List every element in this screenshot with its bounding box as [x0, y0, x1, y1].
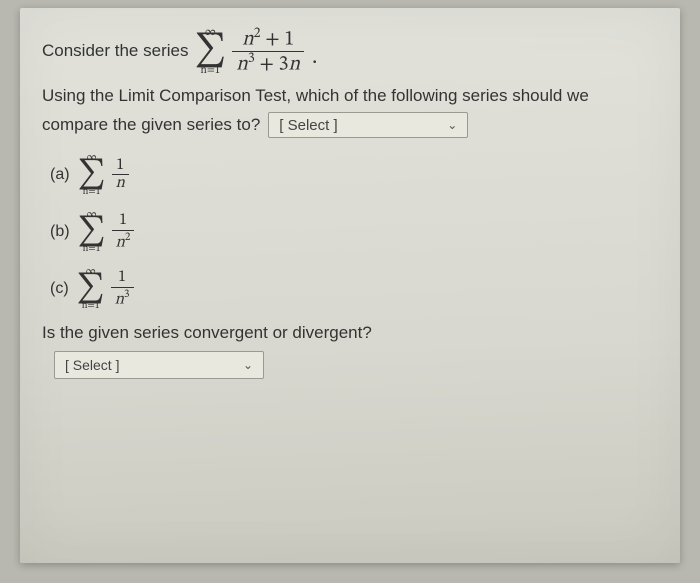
option-b-lower: n=1 [83, 244, 101, 254]
option-c-num: 1 [114, 269, 130, 287]
option-a-num: 1 [112, 157, 128, 175]
period: . [312, 44, 317, 76]
option-c-sigma: ∞ ∑ n=1 [77, 266, 105, 311]
intro-text: Consider the series [42, 41, 188, 61]
option-c: (c) ∞ ∑ n=1 1 n3 [50, 266, 658, 311]
question-line-2-text: compare the given series to? [42, 115, 260, 135]
select2-wrap: [ Select ] ⌄ [46, 351, 658, 379]
options-list: (a) ∞ ∑ n=1 1 n (b) ∞ ∑ n=1 1 n2 [50, 152, 658, 311]
option-b-frac: 1 n2 [112, 212, 135, 252]
convergence-select[interactable]: [ Select ] ⌄ [54, 351, 264, 379]
option-b: (b) ∞ ∑ n=1 1 n2 [50, 209, 658, 254]
sigma-symbol: ∑ [194, 38, 226, 65]
option-c-label: (c) [50, 280, 69, 298]
sigma-symbol-b: ∑ [78, 220, 106, 244]
chevron-down-icon: ⌄ [447, 118, 457, 132]
main-numerator: n2 + 1 [238, 27, 298, 51]
sigma-symbol-c: ∑ [77, 277, 105, 301]
sigma-symbol-a: ∑ [78, 163, 106, 187]
comparison-select[interactable]: [ Select ] ⌄ [268, 112, 468, 138]
chevron-down-icon-2: ⌄ [243, 358, 253, 372]
option-a: (a) ∞ ∑ n=1 1 n [50, 152, 658, 197]
convergence-question: Is the given series convergent or diverg… [42, 323, 658, 343]
select2-text: [ Select ] [65, 357, 119, 373]
option-b-den: n2 [112, 231, 135, 252]
main-denominator: n3 + 3n [232, 52, 304, 76]
intro-line: Consider the series ∞ ∑ n=1 n2 + 1 n3 + … [42, 26, 658, 76]
option-b-label: (b) [50, 223, 70, 241]
select1-text: [ Select ] [279, 117, 337, 134]
main-fraction: n2 + 1 n3 + 3n [232, 27, 304, 75]
option-a-sigma: ∞ ∑ n=1 [78, 152, 106, 197]
option-a-lower: n=1 [83, 187, 101, 197]
option-a-den: n [112, 175, 129, 193]
option-c-frac: 1 n3 [111, 269, 134, 309]
question-line-2: compare the given series to? [ Select ] … [42, 112, 658, 138]
question-line-1: Using the Limit Comparison Test, which o… [42, 86, 658, 106]
sigma-main: ∞ ∑ n=1 [194, 26, 226, 76]
option-c-den: n3 [111, 288, 134, 309]
option-a-label: (a) [50, 166, 70, 184]
option-c-lower: n=1 [82, 301, 100, 311]
option-a-frac: 1 n [112, 157, 129, 193]
option-b-num: 1 [115, 212, 131, 230]
option-b-sigma: ∞ ∑ n=1 [78, 209, 106, 254]
question-sheet: Consider the series ∞ ∑ n=1 n2 + 1 n3 + … [20, 8, 680, 563]
sum-lower: n=1 [201, 65, 221, 76]
main-series: ∞ ∑ n=1 n2 + 1 n3 + 3n [194, 26, 304, 76]
